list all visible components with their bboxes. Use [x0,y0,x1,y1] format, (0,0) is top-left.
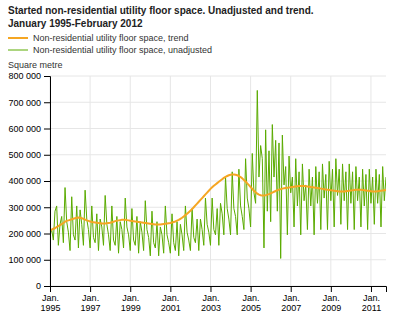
chart-container: Started non-residential utility floor sp… [0,0,400,320]
y-tick-mark [44,207,50,208]
y-tick-mark [44,181,50,182]
x-tick: Jan.2007 [281,286,301,313]
y-grid-line [50,102,386,103]
legend-item: Non-residential utility floor space, tre… [8,33,189,43]
x-tick-label: Jan.2001 [161,293,181,313]
y-grid-line [50,128,386,129]
y-axis: 0 100 000 200 000 300 000 400 000 500 000 600 … [8,71,50,291]
y-tick: 600 000 [8,124,50,134]
x-tick-label: Jan.2009 [321,293,341,313]
y-tick-mark [44,129,50,130]
series-group [50,90,386,258]
y-tick-mark [44,286,50,287]
y-grid-line [50,207,386,208]
x-tick-mark [251,286,252,292]
y-grid-line [50,259,386,260]
y-axis-title: Square metre [8,60,63,70]
series-line [50,90,386,258]
y-tick-label: 200 000 [8,229,41,239]
y-tick-label: 800 000 [8,71,41,81]
y-tick: 400 000 [8,176,50,186]
x-tick-mark [90,286,91,292]
y-tick-label: 400 000 [8,176,41,186]
x-tick-mark [371,286,372,292]
y-tick-mark [44,102,50,103]
x-tick: Jan.2003 [201,286,221,313]
legend-item: Non-residential utility floor space, una… [8,45,212,55]
y-tick-label: 100 000 [8,255,41,265]
x-grid-line [370,76,371,286]
x-tick-label: Jan.2003 [201,293,221,313]
y-tick: 800 000 [8,71,50,81]
y-tick-label: 0 [36,281,41,291]
legend: Non-residential utility floor space, tre… [8,33,212,55]
y-tick-mark [44,260,50,261]
y-tick: 500 000 [8,150,50,160]
title: Started non-residential utility floor sp… [8,5,314,16]
y-tick: 0 [36,281,50,291]
x-tick-mark [170,286,171,292]
x-grid-line [250,76,251,286]
x-tick: Jan.2001 [161,286,181,313]
y-grid-line [50,154,386,155]
x-axis-line [51,287,387,293]
x-tick-mark [210,286,211,292]
chart-svg: Started non-residential utility floor sp… [0,0,400,320]
y-tick: 100 000 [8,255,50,265]
x-tick: Jan.2011 [362,286,381,313]
y-tick-label: 500 000 [8,150,41,160]
y-tick-mark [44,155,50,156]
y-tick: 700 000 [8,98,50,108]
x-tick-mark [50,286,51,292]
x-tick-mark [291,286,292,292]
x-tick-label: Jan.1997 [81,293,101,313]
y-tick: 200 000 [8,229,50,239]
y-tick: 300 000 [8,203,50,213]
x-grid-line [90,76,91,286]
x-tick: Jan.2009 [321,286,341,313]
plot: 0 100 000 200 000 300 000 400 000 500 000 600 … [8,71,386,313]
legend-swatch [8,50,28,51]
x-tick-mark [331,286,332,292]
x-tick: Jan.2005 [241,286,261,313]
y-tick-mark [44,234,50,235]
x-axis: Jan.1995 Jan.1997 Jan.1999 Jan.2001 Jan.2003… [40,286,386,313]
y-tick-label: 600 000 [8,124,41,134]
y-axis-line [44,77,51,287]
x-tick-label: Jan.2011 [362,293,381,313]
x-tick-label: Jan.1995 [40,293,60,313]
legend-swatch [8,37,28,39]
x-grid-line [170,76,171,286]
x-tick-mark [130,286,131,292]
grid [50,76,386,286]
subtitle: January 1995-February 2012 [8,18,143,29]
legend-label: Non-residential utility floor space, una… [33,45,212,55]
y-tick-mark [44,76,50,77]
x-tick-label: Jan.1999 [121,293,141,313]
x-tick-label: Jan.2005 [241,293,261,313]
x-grid-line [130,76,131,286]
x-tick: Jan.1995 [40,286,60,313]
legend-label: Non-residential utility floor space, tre… [33,33,189,43]
y-grid-line [50,76,386,77]
x-tick: Jan.1997 [81,286,101,313]
x-grid-line [210,76,211,286]
y-tick-label: 300 000 [8,203,41,213]
series-line [50,174,386,230]
x-tick-label: Jan.2007 [281,293,301,313]
x-tick: Jan.1999 [121,286,141,313]
y-tick-label: 700 000 [8,98,41,108]
